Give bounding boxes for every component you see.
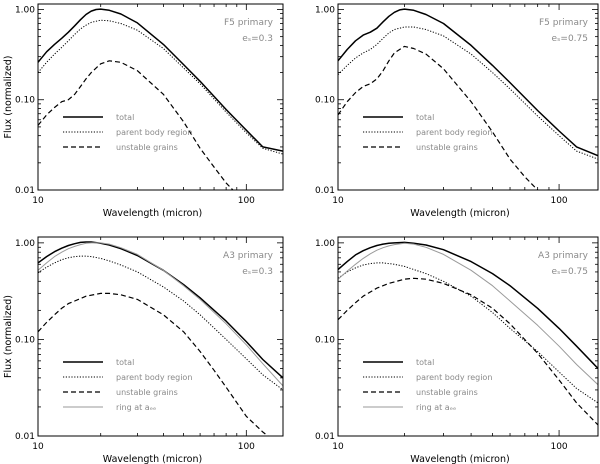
x-axis-label: Wavelength (micron) [103, 454, 202, 464]
x-axis-label: Wavelength (micron) [410, 454, 509, 464]
plot-frame [337, 236, 599, 437]
series-line-unstable-grains [338, 45, 539, 190]
legend-label: ring at aₑₑ [416, 403, 456, 412]
series-line-parent-body-region [338, 26, 598, 160]
x-tick-label: 10 [32, 442, 44, 452]
y-tick-label: 1.00 [315, 5, 335, 15]
annotation-eccentricity: eₛ=0.3 [242, 34, 273, 44]
x-axis-label: Wavelength (micron) [410, 208, 509, 219]
series-line-ring-at-a- [338, 242, 598, 386]
y-tick-label: 1.00 [15, 5, 35, 15]
plot-frame [37, 236, 284, 437]
legend-label: total [416, 113, 434, 122]
annotation-primary: F5 primary [224, 18, 274, 28]
x-tick-label: 100 [550, 442, 567, 452]
y-tick-label: 0.10 [15, 335, 35, 345]
annotation-eccentricity: eₛ=0.75 [552, 267, 588, 277]
chart-panel-3: 10 100 0.01 0.10 1.00 Wavelength (micron) Flux… [3, 236, 284, 464]
series-line-unstable-grains [38, 292, 269, 436]
series-line-total [38, 8, 283, 152]
series-line-total [38, 241, 283, 379]
y-tick-label: 0.01 [315, 432, 335, 442]
series-line-ring-at-a- [38, 242, 283, 387]
plot-frame [337, 3, 599, 191]
x-tick-label: 100 [238, 196, 255, 206]
y-tick-label: 0.01 [15, 432, 35, 442]
plot-frame [37, 3, 284, 191]
annotation-eccentricity: eₛ=0.3 [242, 267, 273, 277]
axis-ticks [37, 237, 283, 437]
x-axis-label: Wavelength (micron) [103, 208, 202, 219]
x-tick-label: 100 [238, 442, 255, 452]
chart-panel-4: 10 100 0.01 0.10 1.00 Wavelength (micron) A3 p… [315, 236, 599, 464]
annotation-primary: A3 primary [538, 251, 589, 261]
y-tick-label: 0.10 [315, 96, 335, 106]
legend-label: parent body region [116, 128, 192, 137]
annotation-primary: F5 primary [539, 18, 589, 28]
x-tick-label: 10 [332, 196, 344, 206]
chart-panel-1: 10 100 0.01 0.10 1.00 Wavelength (micron) Flux… [3, 3, 284, 219]
series-line-unstable-grains [338, 277, 598, 426]
series-line-total [338, 241, 598, 370]
y-tick-label: 1.00 [315, 239, 335, 249]
axis-ticks [37, 4, 283, 191]
legend-label: unstable grains [116, 143, 178, 152]
legend-label: unstable grains [416, 388, 478, 397]
legend-label: unstable grains [416, 143, 478, 152]
series-line-parent-body-region [338, 262, 598, 404]
legend-label: parent body region [416, 128, 492, 137]
chart-panel-2: 10 100 0.01 0.10 1.00 Wavelength (micron) F5 p… [315, 3, 599, 219]
legend-label: ring at aₑₑ [116, 403, 156, 412]
y-tick-label: 0.10 [15, 96, 35, 106]
axis-ticks [337, 4, 598, 191]
annotation-primary: A3 primary [223, 251, 274, 261]
y-tick-label: 0.01 [15, 186, 35, 196]
series-line-parent-body-region [38, 255, 283, 391]
legend-label: total [116, 358, 134, 367]
y-tick-label: 0.01 [315, 186, 335, 196]
x-tick-label: 10 [332, 442, 344, 452]
legend-label: parent body region [416, 373, 492, 382]
legend-label: total [416, 358, 434, 367]
legend-label: unstable grains [116, 388, 178, 397]
annotation-eccentricity: eₛ=0.75 [552, 34, 588, 44]
legend-label: total [116, 113, 134, 122]
x-tick-label: 10 [32, 196, 44, 206]
y-tick-label: 0.10 [315, 335, 335, 345]
y-axis-label: Flux (normalized) [3, 295, 14, 378]
y-axis-label: Flux (normalized) [3, 56, 14, 139]
y-tick-label: 1.00 [15, 239, 35, 249]
series-line-unstable-grains [38, 60, 234, 190]
legend-label: parent body region [116, 373, 192, 382]
series-line-total [338, 8, 598, 157]
x-tick-label: 100 [550, 196, 567, 206]
series-line-parent-body-region [38, 19, 283, 155]
